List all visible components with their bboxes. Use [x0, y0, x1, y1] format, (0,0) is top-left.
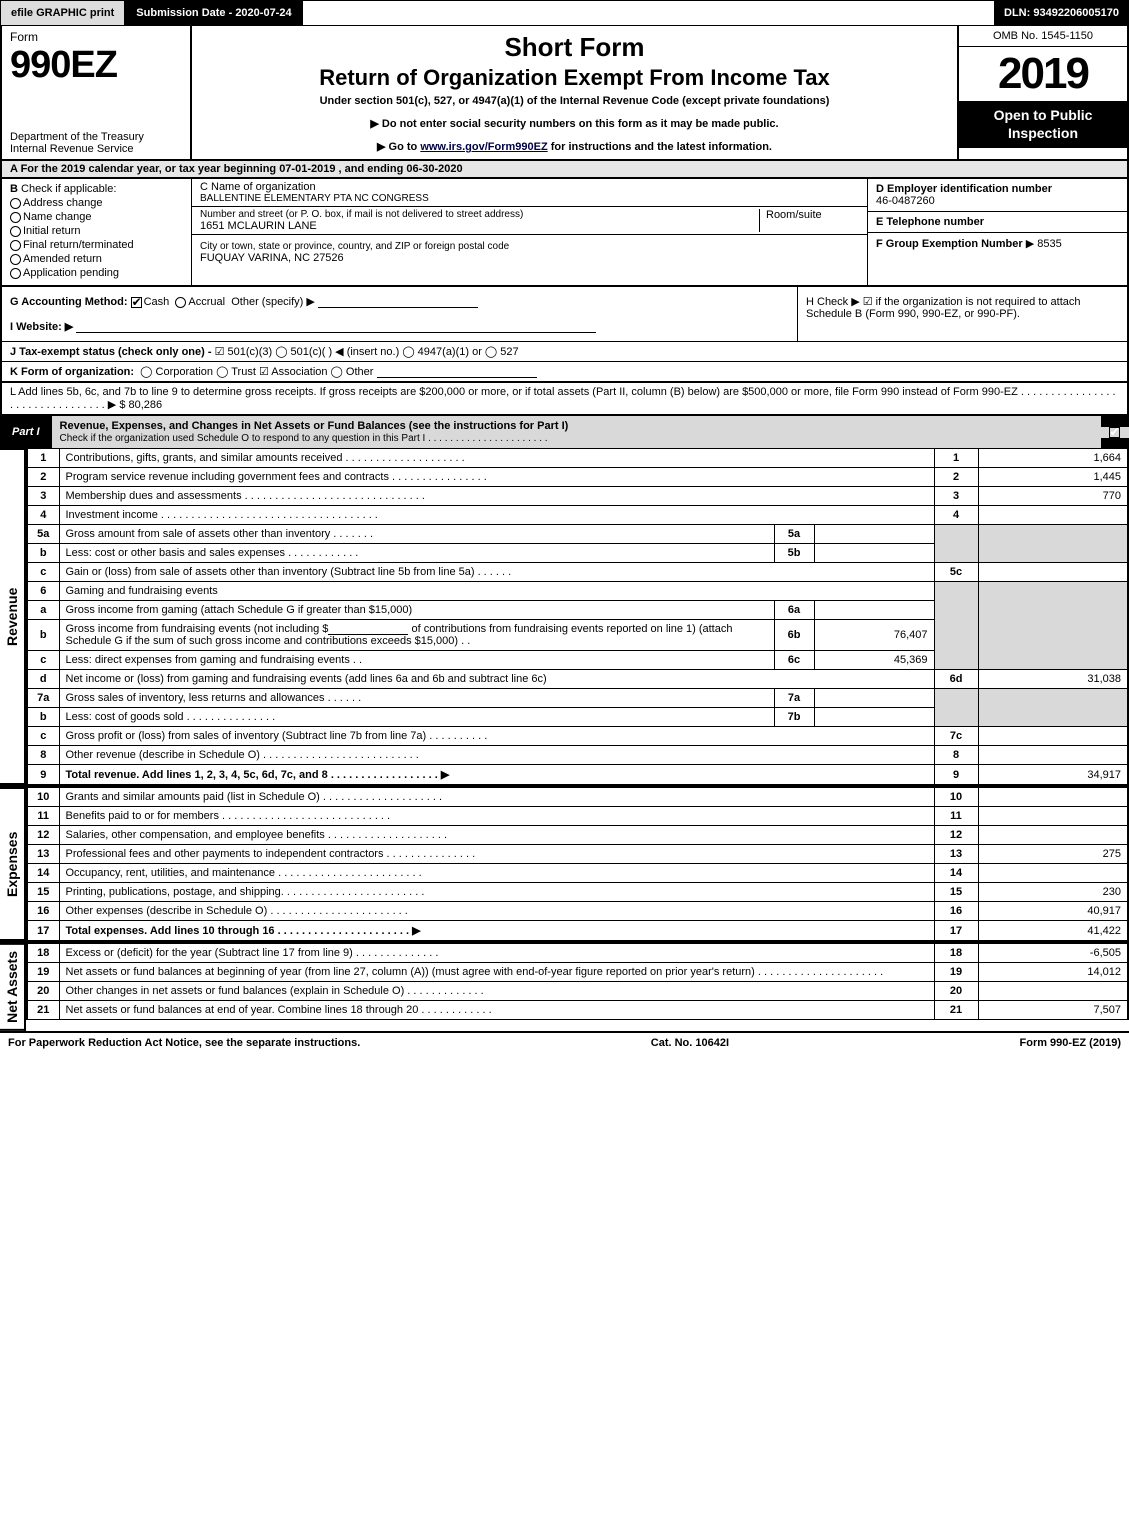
- expenses-table: 10Grants and similar amounts paid (list …: [26, 787, 1129, 941]
- line-4: 4Investment income . . . . . . . . . . .…: [27, 506, 1128, 525]
- part1-title: Revenue, Expenses, and Changes in Net As…: [52, 416, 1101, 448]
- line-9: 9Total revenue. Add lines 1, 2, 3, 4, 5c…: [27, 765, 1128, 785]
- tax-year: 2019: [959, 47, 1127, 101]
- row-k: K Form of organization: ◯ Corporation ◯ …: [0, 361, 1129, 381]
- row-j: J Tax-exempt status (check only one) - ☑…: [0, 341, 1129, 361]
- chk-accrual[interactable]: [175, 297, 186, 308]
- section-def: D Employer identification number 46-0487…: [867, 179, 1127, 285]
- city-label: City or town, state or province, country…: [200, 241, 859, 252]
- chk-initial-return[interactable]: [10, 226, 21, 237]
- ein-value: 46-0487260: [876, 195, 935, 207]
- line-7a: 7aGross sales of inventory, less returns…: [27, 689, 1128, 708]
- line-12: 12Salaries, other compensation, and empl…: [27, 826, 1128, 845]
- part1-header: Part I Revenue, Expenses, and Changes in…: [0, 416, 1129, 448]
- line-10: 10Grants and similar amounts paid (list …: [27, 788, 1128, 807]
- line-19: 19Net assets or fund balances at beginni…: [27, 963, 1128, 982]
- chk-name-change[interactable]: [10, 212, 21, 223]
- line-14: 14Occupancy, rent, utilities, and mainte…: [27, 864, 1128, 883]
- footer-mid: Cat. No. 10642I: [651, 1037, 729, 1049]
- section-c: C Name of organization BALLENTINE ELEMEN…: [192, 179, 867, 285]
- chk-amended-return[interactable]: [10, 254, 21, 265]
- line-6: 6Gaming and fundraising events: [27, 582, 1128, 601]
- addr-value: 1651 MCLAURIN LANE: [200, 220, 759, 232]
- chk-final-return[interactable]: [10, 240, 21, 251]
- form-code: 990EZ: [10, 44, 182, 87]
- line-6d: dNet income or (loss) from gaming and fu…: [27, 670, 1128, 689]
- website-input[interactable]: [76, 321, 596, 333]
- other-org-input[interactable]: [377, 366, 537, 378]
- return-subtitle: Under section 501(c), 527, or 4947(a)(1)…: [202, 95, 947, 107]
- dept-treasury: Department of the Treasury Internal Reve…: [10, 131, 182, 155]
- block-bcdef: B Check if applicable: Address change Na…: [0, 179, 1129, 285]
- d-label: D Employer identification number: [876, 183, 1052, 195]
- header-left: Form 990EZ Department of the Treasury In…: [2, 26, 192, 159]
- netassets-vlabel: Net Assets: [0, 943, 26, 1031]
- i-label: I Website: ▶: [10, 321, 73, 333]
- addr-label: Number and street (or P. O. box, if mail…: [200, 209, 759, 220]
- c-label: C Name of organization: [200, 181, 859, 193]
- row-a-taxyear: A For the 2019 calendar year, or tax yea…: [0, 161, 1129, 179]
- line-16: 16Other expenses (describe in Schedule O…: [27, 902, 1128, 921]
- group-exemption-value: ▶ 8535: [1026, 238, 1062, 250]
- irs-link[interactable]: www.irs.gov/Form990EZ: [420, 141, 547, 153]
- return-title: Return of Organization Exempt From Incom…: [202, 65, 947, 91]
- omb-number: OMB No. 1545-1150: [959, 26, 1127, 47]
- footer-left: For Paperwork Reduction Act Notice, see …: [8, 1037, 360, 1049]
- form-word: Form: [10, 30, 182, 44]
- row-gh: G Accounting Method: Cash Accrual Other …: [0, 285, 1129, 341]
- topbar-spacer: [303, 0, 994, 26]
- line-2: 2Program service revenue including gover…: [27, 468, 1128, 487]
- chk-application-pending[interactable]: [10, 268, 21, 279]
- 6b-amount-input[interactable]: [328, 623, 408, 635]
- revenue-section: Revenue 1Contributions, gifts, grants, a…: [0, 448, 1129, 787]
- form-header: Form 990EZ Department of the Treasury In…: [0, 26, 1129, 161]
- line-7c: cGross profit or (loss) from sales of in…: [27, 727, 1128, 746]
- e-label: E Telephone number: [876, 216, 984, 228]
- efile-print-button[interactable]: efile GRAPHIC print: [0, 0, 125, 26]
- part1-tag: Part I: [0, 422, 52, 442]
- revenue-vlabel: Revenue: [0, 448, 26, 785]
- section-h: H Check ▶ ☑ if the organization is not r…: [797, 287, 1127, 341]
- line-11: 11Benefits paid to or for members . . . …: [27, 807, 1128, 826]
- netassets-section: Net Assets 18Excess or (deficit) for the…: [0, 943, 1129, 1033]
- room-suite-label: Room/suite: [759, 209, 859, 232]
- line-8: 8Other revenue (describe in Schedule O) …: [27, 746, 1128, 765]
- line-21: 21Net assets or fund balances at end of …: [27, 1001, 1128, 1020]
- line-18: 18Excess or (deficit) for the year (Subt…: [27, 944, 1128, 963]
- page-footer: For Paperwork Reduction Act Notice, see …: [0, 1033, 1129, 1053]
- footer-right: Form 990-EZ (2019): [1020, 1037, 1121, 1049]
- chk-address-change[interactable]: [10, 198, 21, 209]
- line-5c: cGain or (loss) from sale of assets othe…: [27, 563, 1128, 582]
- row-l: L Add lines 5b, 6c, and 7b to line 9 to …: [0, 381, 1129, 416]
- f-label: F Group Exemption Number: [876, 238, 1023, 250]
- revenue-table: 1Contributions, gifts, grants, and simil…: [26, 448, 1129, 785]
- netassets-table: 18Excess or (deficit) for the year (Subt…: [26, 943, 1129, 1020]
- goto-link-line: ▶ Go to www.irs.gov/Form990EZ for instru…: [202, 140, 947, 153]
- dln-label: DLN: 93492206005170: [994, 0, 1129, 26]
- open-inspection: Open to Public Inspection: [959, 101, 1127, 148]
- submission-date-button[interactable]: Submission Date - 2020-07-24: [125, 0, 302, 26]
- header-mid: Short Form Return of Organization Exempt…: [192, 26, 957, 159]
- part1-schedo-check[interactable]: [1101, 427, 1129, 438]
- expenses-section: Expenses 10Grants and similar amounts pa…: [0, 787, 1129, 943]
- header-right: OMB No. 1545-1150 2019 Open to Public In…: [957, 26, 1127, 159]
- chk-cash[interactable]: [131, 297, 142, 308]
- line-20: 20Other changes in net assets or fund ba…: [27, 982, 1128, 1001]
- line-5a: 5aGross amount from sale of assets other…: [27, 525, 1128, 544]
- form-990ez-page: efile GRAPHIC print Submission Date - 20…: [0, 0, 1129, 1053]
- expenses-vlabel: Expenses: [0, 787, 26, 941]
- line-15: 15Printing, publications, postage, and s…: [27, 883, 1128, 902]
- org-name: BALLENTINE ELEMENTARY PTA NC CONGRESS: [200, 193, 859, 204]
- short-form-title: Short Form: [202, 32, 947, 63]
- section-b: B Check if applicable: Address change Na…: [2, 179, 192, 285]
- topbar: efile GRAPHIC print Submission Date - 20…: [0, 0, 1129, 26]
- ssn-warning: ▶ Do not enter social security numbers o…: [202, 117, 947, 130]
- line-3: 3Membership dues and assessments . . . .…: [27, 487, 1128, 506]
- other-specify-input[interactable]: [318, 296, 478, 308]
- city-value: FUQUAY VARINA, NC 27526: [200, 252, 859, 264]
- line-17: 17Total expenses. Add lines 10 through 1…: [27, 921, 1128, 941]
- section-g: G Accounting Method: Cash Accrual Other …: [2, 287, 797, 341]
- line-13: 13Professional fees and other payments t…: [27, 845, 1128, 864]
- line-1: 1Contributions, gifts, grants, and simil…: [27, 449, 1128, 468]
